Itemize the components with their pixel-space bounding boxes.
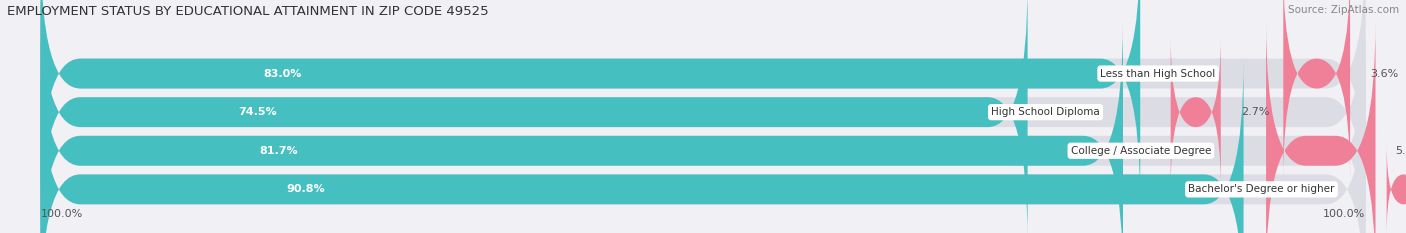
Text: 90.8%: 90.8% [285, 184, 325, 194]
FancyBboxPatch shape [1386, 144, 1406, 233]
Text: 5.9%: 5.9% [1395, 146, 1406, 156]
Text: 100.0%: 100.0% [1323, 209, 1365, 219]
Text: College / Associate Degree: College / Associate Degree [1071, 146, 1211, 156]
Text: Bachelor's Degree or higher: Bachelor's Degree or higher [1188, 184, 1334, 194]
FancyBboxPatch shape [1265, 21, 1375, 233]
Text: 3.6%: 3.6% [1369, 69, 1398, 79]
FancyBboxPatch shape [41, 0, 1140, 203]
FancyBboxPatch shape [41, 60, 1365, 233]
Text: 81.7%: 81.7% [259, 146, 298, 156]
Text: EMPLOYMENT STATUS BY EDUCATIONAL ATTAINMENT IN ZIP CODE 49525: EMPLOYMENT STATUS BY EDUCATIONAL ATTAINM… [7, 5, 489, 18]
Text: 100.0%: 100.0% [41, 209, 83, 219]
FancyBboxPatch shape [1284, 0, 1350, 180]
Text: 83.0%: 83.0% [263, 69, 302, 79]
Text: 2.7%: 2.7% [1240, 107, 1270, 117]
FancyBboxPatch shape [41, 0, 1028, 233]
FancyBboxPatch shape [41, 0, 1365, 203]
FancyBboxPatch shape [41, 60, 1243, 233]
Text: High School Diploma: High School Diploma [991, 107, 1099, 117]
FancyBboxPatch shape [41, 21, 1123, 233]
Text: 74.5%: 74.5% [239, 107, 277, 117]
FancyBboxPatch shape [41, 0, 1365, 233]
Text: Less than High School: Less than High School [1101, 69, 1216, 79]
Text: Source: ZipAtlas.com: Source: ZipAtlas.com [1288, 5, 1399, 15]
FancyBboxPatch shape [41, 21, 1365, 233]
FancyBboxPatch shape [1171, 36, 1220, 188]
